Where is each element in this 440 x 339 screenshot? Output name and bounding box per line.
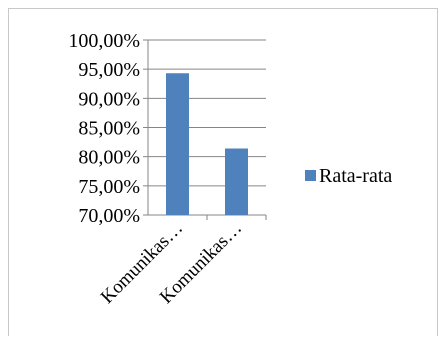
y-tick-label: 100,00%	[68, 30, 140, 52]
legend-swatch	[305, 170, 316, 181]
bars	[166, 73, 248, 215]
y-tick-label: 95,00%	[78, 59, 140, 81]
bar	[166, 73, 189, 215]
axes	[143, 39, 267, 220]
y-tick-label: 90,00%	[78, 88, 140, 110]
legend-label: Rata-rata	[319, 165, 392, 187]
gridlines	[148, 39, 266, 187]
chart-frame	[8, 8, 438, 336]
y-tick-label: 85,00%	[78, 118, 140, 140]
legend: Rata-rata	[305, 165, 392, 187]
y-tick-label: 70,00%	[78, 205, 140, 227]
bar	[225, 148, 248, 215]
y-tick-labels: 100,00% 95,00% 90,00% 85,00% 80,00% 75,00% 70,…	[68, 30, 140, 227]
y-tick-label: 75,00%	[78, 176, 140, 198]
x-tick-labels: Komunikas…Komunikas…	[97, 218, 246, 308]
y-tick-label: 80,00%	[78, 147, 140, 169]
